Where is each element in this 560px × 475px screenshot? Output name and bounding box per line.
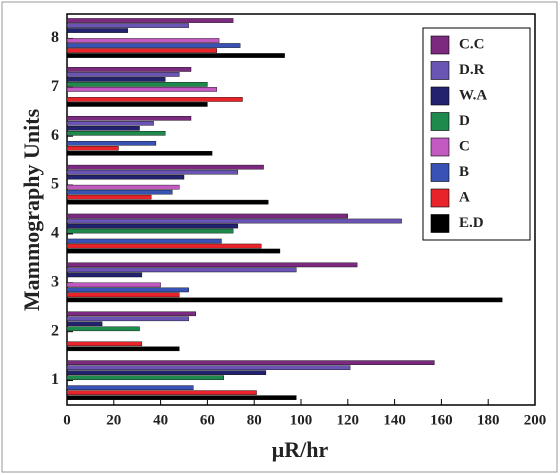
- bar: [66, 125, 140, 131]
- bar: [66, 272, 143, 278]
- bar: [66, 223, 239, 229]
- bar: [66, 120, 154, 126]
- bar: [66, 199, 269, 205]
- bar: [66, 311, 196, 317]
- bar: [66, 341, 143, 347]
- bar: [66, 87, 217, 92]
- y-tick-label: 6: [51, 127, 59, 144]
- bar: [66, 321, 103, 327]
- bar: [66, 97, 243, 102]
- x-tick-label: 200: [524, 412, 547, 428]
- bar: [66, 346, 180, 352]
- bar: [66, 184, 180, 190]
- bar: [66, 77, 166, 82]
- bar: [66, 115, 192, 121]
- bar: [66, 102, 208, 107]
- y-tick-label: 4: [51, 225, 59, 242]
- bar: [66, 194, 152, 200]
- legend-swatch: [430, 163, 450, 182]
- legend-swatch: [430, 35, 450, 55]
- bar: [66, 169, 239, 175]
- bar: [66, 48, 217, 53]
- bar: [66, 150, 213, 156]
- legend-swatch: [430, 86, 450, 106]
- bar: [66, 140, 157, 146]
- legend-swatch: [430, 61, 450, 80]
- bar: [66, 43, 241, 48]
- y-tick-label: 5: [51, 176, 59, 193]
- y-tick-label: 1: [51, 371, 59, 388]
- legend-box: [422, 27, 531, 241]
- bar: [66, 365, 351, 370]
- bar: [66, 316, 189, 322]
- y-tick-label: 2: [51, 322, 59, 339]
- bar: [66, 228, 234, 234]
- bar: [66, 174, 185, 180]
- legend-label: A: [459, 189, 470, 205]
- legend-label: C.C: [459, 36, 484, 52]
- legend-swatch: [430, 188, 450, 208]
- bar: [66, 28, 129, 33]
- bar: [66, 164, 264, 170]
- x-tick-label: 20: [106, 412, 121, 428]
- bar: [66, 18, 234, 23]
- x-tick-label: 160: [430, 412, 453, 428]
- bar: [66, 72, 180, 77]
- x-tick-label: 180: [477, 412, 500, 428]
- bar: [66, 189, 173, 195]
- legend-swatch: [430, 214, 450, 233]
- bar: [66, 130, 166, 136]
- bar: [66, 248, 281, 254]
- bar: [66, 213, 348, 219]
- bar: [66, 38, 220, 43]
- bar: [66, 287, 189, 293]
- legend-label: D.R: [459, 62, 485, 78]
- bar: [66, 267, 297, 273]
- y-tick-label: 8: [51, 29, 59, 46]
- legend-swatch: [430, 112, 450, 131]
- legend-label: D: [459, 113, 470, 129]
- x-tick-label: 140: [383, 412, 406, 428]
- bar: [66, 370, 267, 375]
- legend-label: E.D: [459, 215, 484, 231]
- bar: [66, 238, 222, 244]
- legend-swatch: [430, 137, 450, 157]
- x-axis-label: μR/hr: [272, 437, 329, 462]
- bar: [66, 23, 189, 28]
- bar: [66, 82, 208, 87]
- bar: [66, 375, 224, 380]
- bar: [66, 67, 192, 72]
- x-tick-label: 40: [153, 412, 168, 428]
- bar: [66, 145, 119, 151]
- x-tick-label: 60: [200, 412, 215, 428]
- bar: [66, 326, 140, 332]
- x-tick-label: 120: [337, 412, 360, 428]
- y-axis-label: Mammography Units: [19, 108, 44, 311]
- x-tick-label: 100: [290, 412, 313, 428]
- x-tick-label: 80: [247, 412, 262, 428]
- bar: [66, 243, 262, 249]
- legend-label: C: [459, 138, 470, 154]
- bar: [66, 218, 402, 224]
- bar: [66, 395, 297, 400]
- bar: [66, 282, 161, 288]
- y-tick-label: 3: [51, 273, 59, 290]
- bar: [66, 385, 194, 390]
- legend-label: B: [459, 164, 469, 180]
- bar: [66, 360, 435, 365]
- bar: [66, 292, 180, 298]
- bar: [66, 297, 503, 303]
- bar: [66, 262, 358, 268]
- bar: [66, 53, 285, 58]
- x-tick-label: 0: [63, 412, 71, 428]
- y-tick-label: 7: [51, 78, 59, 95]
- bar: [66, 390, 257, 395]
- legend-label: W.A: [459, 87, 487, 103]
